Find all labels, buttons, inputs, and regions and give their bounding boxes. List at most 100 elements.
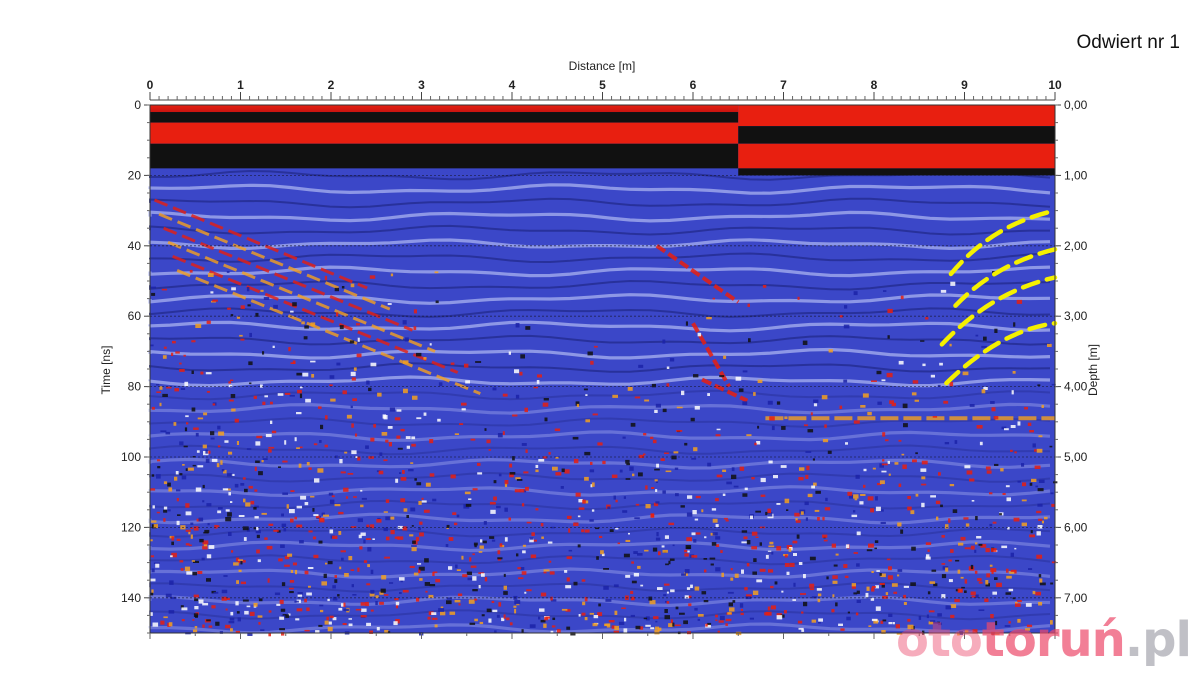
noise-speckle [468,498,472,500]
noise-speckle [492,387,497,391]
noise-speckle [438,608,445,612]
reflection-band [149,499,1051,511]
noise-speckle [811,485,815,489]
noise-speckle [529,624,536,628]
noise-speckle [684,549,688,553]
noise-speckle [706,317,712,320]
noise-speckle [176,520,180,526]
noise-speckle [871,571,874,573]
noise-speckle [297,389,302,394]
noise-speckle [875,496,878,501]
noise-speckle [260,384,263,388]
noise-speckle [369,593,375,597]
noise-speckle [887,335,890,339]
noise-speckle [621,607,626,609]
noise-speckle [622,436,626,439]
noise-speckle [681,390,685,396]
noise-speckle [225,517,232,522]
noise-speckle [882,459,885,462]
noise-speckle [419,521,423,525]
noise-speckle [709,557,716,560]
noise-speckle [159,386,163,390]
noise-speckle [396,409,402,412]
noise-speckle [882,595,888,599]
noise-speckle [386,536,390,541]
noise-speckle [184,566,191,572]
noise-speckle [662,549,668,553]
noise-speckle [297,594,303,597]
noise-speckle [421,500,427,503]
noise-speckle [991,548,997,552]
noise-speckle [351,377,356,381]
noise-speckle [753,392,756,396]
noise-speckle [230,611,234,616]
surface-dark-right [738,126,1055,144]
noise-speckle [716,428,721,431]
noise-speckle [789,562,795,567]
noise-speckle [521,443,527,446]
noise-speckle [627,387,633,391]
noise-speckle [668,560,671,565]
x-tick-label: 0 [147,78,154,92]
noise-speckle [1017,421,1021,426]
noise-speckle [980,544,987,548]
noise-speckle [711,508,717,511]
noise-speckle [238,569,242,572]
noise-speckle [455,564,458,569]
noise-speckle [628,532,630,535]
noise-speckle [649,600,656,605]
noise-speckle [570,632,576,636]
noise-speckle [881,379,886,382]
noise-speckle [655,620,658,623]
noise-speckle [282,460,288,463]
noise-speckle [318,406,322,409]
noise-speckle [612,394,618,398]
noise-speckle [824,507,831,511]
noise-speckle [566,577,570,582]
dipping-reflector [163,226,414,332]
noise-speckle [633,573,639,577]
noise-speckle [694,518,699,521]
strong-reflector [701,377,749,403]
noise-speckle [270,401,273,405]
noise-speckle [432,571,435,576]
noise-speckle [249,332,252,338]
noise-speckle [625,478,631,480]
noise-speckle [662,339,666,344]
noise-speckle [193,613,199,617]
noise-speckle [950,604,957,608]
noise-speckle [1034,449,1037,452]
noise-speckle [191,407,196,412]
noise-speckle [419,532,424,537]
noise-speckle [715,619,718,621]
noise-speckle [757,379,763,383]
dipping-reflector [153,198,368,290]
noise-speckle [246,448,252,450]
noise-speckle [1026,624,1033,628]
noise-speckle [643,433,647,436]
noise-speckle [171,536,175,541]
noise-speckle [351,584,354,588]
noise-speckle [582,601,586,606]
noise-speckle [504,507,508,512]
noise-speckle [576,403,580,408]
noise-speckle [195,487,202,492]
noise-speckle [910,510,915,515]
noise-speckle [664,583,670,586]
noise-speckle [994,328,998,333]
noise-speckle [738,388,744,392]
noise-speckle [644,549,649,552]
noise-speckle [1039,582,1046,586]
noise-speckle [190,522,194,525]
noise-speckle [327,598,330,602]
noise-speckle [888,613,893,617]
noise-speckle [816,588,822,591]
noise-speckle [350,405,353,409]
noise-speckle [535,469,539,473]
noise-speckle [340,471,346,474]
noise-speckle [872,586,876,588]
noise-speckle [551,625,556,628]
noise-speckle [254,516,259,519]
noise-speckle [871,618,878,622]
